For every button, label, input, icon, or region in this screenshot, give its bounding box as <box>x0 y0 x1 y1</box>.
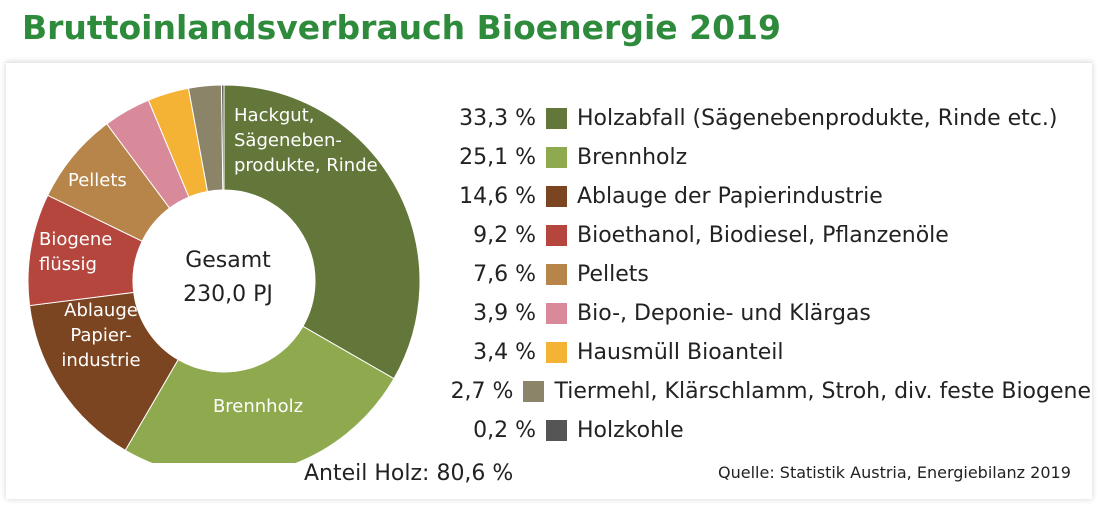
center-label-line1: Gesamt <box>185 248 271 273</box>
legend-item: 33,3 % Holzabfall (Sägenebenprodukte, Rin… <box>431 99 1091 138</box>
legend-percent: 0,2 % <box>473 418 536 443</box>
legend-percent: 33,3 % <box>459 106 536 131</box>
legend-swatch <box>546 264 567 285</box>
legend-item: 7,6 % Pellets <box>431 255 1091 294</box>
legend-percent: 14,6 % <box>459 184 536 209</box>
slice-label: Brennholz <box>213 396 303 417</box>
legend-percent: 9,2 % <box>473 223 536 248</box>
chart-title: Bruttoinlandsverbrauch Bioenergie 2019 <box>22 8 781 47</box>
chart-panel: Hackgut, Sägeneben-produkte, Rinde Brennho… <box>6 62 1092 499</box>
legend-swatch <box>546 108 567 129</box>
legend-percent: 7,6 % <box>473 262 536 287</box>
donut-chart: Hackgut, Sägeneben-produkte, Rinde Brennho… <box>27 84 421 463</box>
legend-item: 3,9 % Bio-, Deponie- und Klärgas <box>431 294 1091 333</box>
legend-item: 9,2 % Bioethanol, Biodiesel, Pflanzenöle <box>431 216 1091 255</box>
legend-label: Bio-, Deponie- und Klärgas <box>577 301 871 326</box>
legend-swatch <box>523 381 545 402</box>
legend-label: Ablauge der Papierindustrie <box>577 184 883 209</box>
legend-item: 0,2 % Holzkohle <box>431 411 1091 450</box>
legend-swatch <box>546 186 567 207</box>
legend-percent: 25,1 % <box>459 145 536 170</box>
wood-share-note: Anteil Holz: 80,6 % <box>304 461 514 486</box>
pie-slice <box>28 291 179 452</box>
slice-label: Hackgut, Sägeneben-produkte, Rinde <box>234 105 378 176</box>
legend-swatch <box>546 420 567 441</box>
slice-label: Ablauge Papier-industrie <box>61 300 140 371</box>
legend-swatch <box>546 225 567 246</box>
legend-percent: 2,7 % <box>450 379 514 404</box>
legend-label: Bioethanol, Biodiesel, Pflanzenöle <box>577 223 949 248</box>
legend-label: Pellets <box>577 262 649 287</box>
legend-item: 3,4 % Hausmüll Bioanteil <box>431 333 1091 372</box>
pie-slice <box>223 84 421 380</box>
legend-percent: 3,9 % <box>473 301 536 326</box>
legend-swatch <box>546 303 567 324</box>
pie-slice <box>221 84 225 191</box>
center-label-line2: 230,0 PJ <box>183 282 273 307</box>
legend-swatch <box>546 342 567 363</box>
source-note: Quelle: Statistik Austria, Energiebilanz… <box>718 463 1071 482</box>
legend: 33,3 % Holzabfall (Sägenebenprodukte, Rin… <box>431 99 1091 450</box>
slice-label: Pellets <box>68 170 127 191</box>
legend-item: 2,7 % Tiermehl, Klärschlamm, Stroh, div. … <box>431 372 1091 411</box>
legend-percent: 3,4 % <box>473 340 536 365</box>
legend-label: Tiermehl, Klärschlamm, Stroh, div. feste… <box>554 379 1091 404</box>
legend-item: 14,6 % Ablauge der Papierindustrie <box>431 177 1091 216</box>
pie-slice <box>124 325 395 463</box>
legend-label: Holzabfall (Sägenebenprodukte, Rinde etc… <box>577 106 1058 131</box>
legend-label: Hausmüll Bioanteil <box>577 340 784 365</box>
legend-label: Brennholz <box>577 145 688 170</box>
legend-swatch <box>546 147 567 168</box>
slice-label: Biogene flüssig <box>39 229 112 275</box>
legend-item: 25,1 % Brennholz <box>431 138 1091 177</box>
legend-label: Holzkohle <box>577 418 684 443</box>
